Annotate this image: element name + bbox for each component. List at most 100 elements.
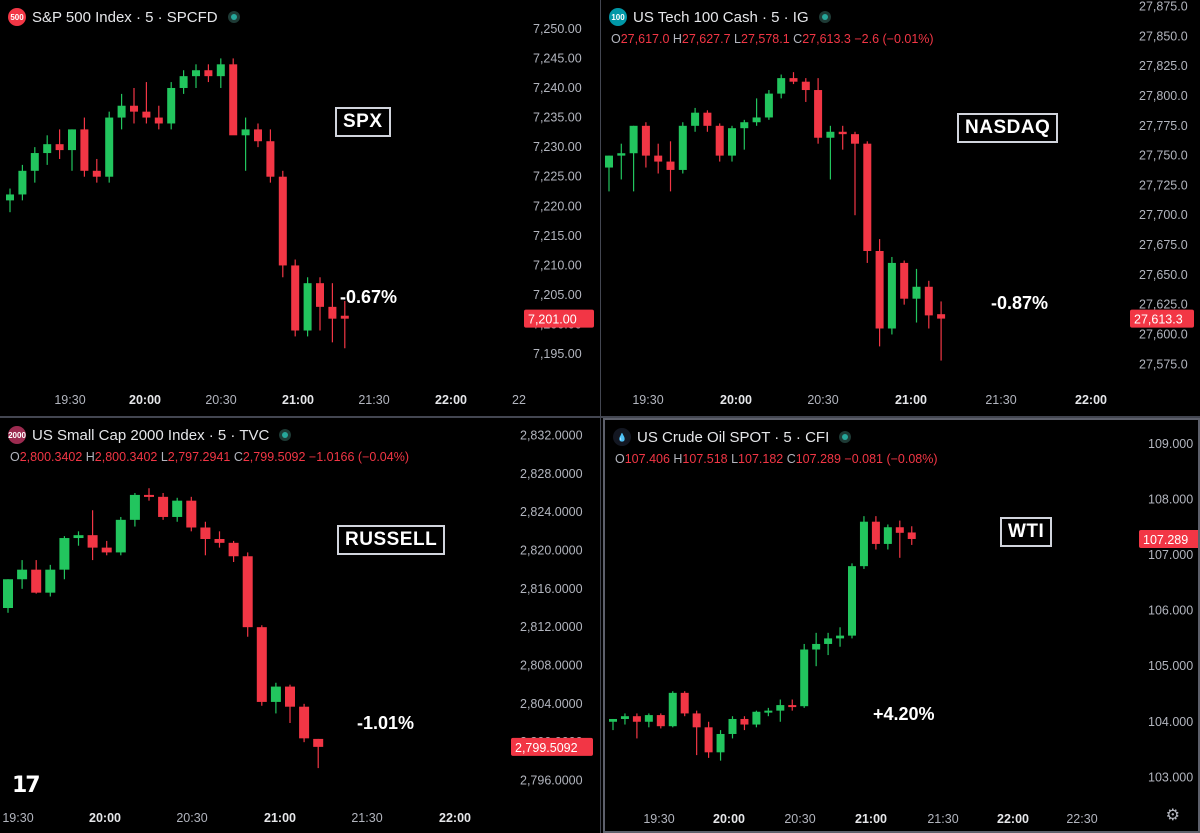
high-value: 27,627.7	[681, 32, 731, 46]
y-tick-label: 2,832.0000	[520, 429, 583, 443]
candle-body	[728, 128, 736, 156]
candle-body	[851, 134, 859, 144]
candle-body	[73, 535, 84, 539]
y-tick-label: 2,828.0000	[520, 467, 583, 481]
candlestick-chart-nasdaq[interactable]: 27,875.0 27,850.0 27,825.0 27,800.0 27,775.0…	[601, 0, 1200, 416]
x-tick-label: 21:00	[282, 393, 314, 407]
x-tick-label: 19:30	[2, 811, 33, 825]
candle-body	[752, 117, 761, 123]
candle-body	[605, 155, 613, 168]
high-value: 2,800.3402	[94, 450, 158, 464]
candle-body	[912, 286, 921, 299]
candle-body	[728, 718, 737, 734]
y-tick-label: 7,215.00	[533, 229, 582, 243]
candle-body	[895, 527, 904, 533]
candle-body	[68, 129, 76, 151]
candle-body	[172, 500, 183, 517]
candle-body	[814, 90, 823, 138]
x-tick-label: 22:30	[1066, 812, 1097, 826]
candle-body	[328, 306, 337, 319]
candle-body	[6, 194, 14, 201]
candle-body	[692, 713, 701, 728]
x-tick-label: 19:30	[643, 812, 674, 826]
low-value: 27,578.1	[741, 32, 790, 46]
candle-body	[45, 569, 56, 593]
last-price-label: 27,613.3	[1134, 313, 1183, 327]
candle-body	[620, 716, 629, 719]
chart-title[interactable]: S&P 500 Index · 5 · SPCFD	[32, 8, 218, 26]
candle-body	[117, 105, 126, 118]
candle-body	[703, 112, 712, 126]
market-status-icon	[279, 429, 292, 441]
change-value: −0.081 (−0.08%)	[844, 452, 938, 466]
candle-body	[740, 718, 749, 725]
close-value: 107.289	[795, 452, 841, 466]
candle-body	[907, 532, 916, 539]
y-tick-label: 107.000	[1148, 548, 1193, 562]
last-price-label: 7,201.00	[528, 313, 577, 327]
close-value: 2,799.5092	[242, 450, 306, 464]
chart-title[interactable]: US Small Cap 2000 Index · 5 · TVC	[32, 426, 270, 444]
candle-body	[303, 283, 312, 331]
settings-gear-icon[interactable]: ⚙	[1165, 807, 1180, 824]
candle-body	[154, 117, 163, 124]
x-tick-label: 20:00	[720, 393, 752, 407]
candle-body	[101, 547, 112, 553]
y-tick-label: 27,875.0	[1139, 0, 1188, 14]
last-price-tag	[524, 309, 594, 328]
y-tick-label: 2,816.0000	[520, 582, 583, 596]
x-tick-label: 19:30	[632, 393, 663, 407]
candle-body	[55, 144, 64, 151]
market-status-icon	[227, 11, 240, 23]
chart-panel-russell[interactable]: 2,832.0000 2,828.0000 2,824.0000 2,820.0000…	[0, 418, 600, 833]
candle-body	[278, 176, 287, 266]
candle-body	[87, 535, 98, 548]
chart-panel-wti[interactable]: 109.000 108.000 107.000 106.000 105.000 104.0…	[603, 418, 1200, 833]
y-tick-label: 103.000	[1148, 770, 1193, 784]
candle-body	[740, 122, 749, 129]
candlestick-chart-russell[interactable]: 2,832.0000 2,828.0000 2,824.0000 2,820.0000…	[0, 418, 600, 833]
candle-body	[848, 566, 856, 636]
candlestick-chart-spx[interactable]: 7,250.00 7,245.00 7,240.00 7,235.00 7,230.00…	[0, 0, 600, 416]
chart-panel-nasdaq[interactable]: 27,875.0 27,850.0 27,825.0 27,800.0 27,775.0…	[601, 0, 1200, 416]
y-tick-label: 27,700.0	[1139, 208, 1188, 222]
candle-body	[186, 500, 197, 528]
last-price-label: 107.289	[1143, 533, 1188, 547]
candle-body	[812, 643, 821, 650]
x-tick-label: 22:00	[439, 811, 471, 825]
y-tick-label: 27,775.0	[1139, 119, 1188, 133]
index-label: SPX	[335, 107, 391, 137]
chart-title[interactable]: US Crude Oil SPOT · 5 · CFI	[637, 428, 830, 446]
candlestick-chart-wti[interactable]: 109.000 108.000 107.000 106.000 105.000 104.0…	[605, 420, 1198, 831]
candle-body	[764, 93, 773, 118]
x-tick-label: 19:30	[54, 393, 85, 407]
x-tick-label: 20:00	[89, 811, 121, 825]
y-tick-label: 27,825.0	[1139, 59, 1188, 73]
candle-body	[340, 315, 349, 319]
candle-body	[752, 711, 761, 725]
chart-title[interactable]: US Tech 100 Cash · 5 · IG	[633, 8, 809, 26]
last-price-tag	[1139, 529, 1198, 548]
candle-body	[158, 496, 169, 517]
y-tick-label: 27,725.0	[1139, 178, 1188, 192]
high-value: 107.518	[682, 452, 728, 466]
y-tick-label: 27,800.0	[1139, 89, 1188, 103]
candle-body	[609, 718, 617, 722]
symbol-badge: 2000	[8, 426, 26, 444]
candle-body	[241, 129, 250, 136]
x-tick-label: 22	[512, 393, 526, 407]
x-tick-label: 21:30	[358, 393, 389, 407]
y-tick-label: 105.000	[1148, 659, 1193, 673]
tradingview-logo-icon[interactable]: 17	[12, 773, 41, 798]
last-price-label: 2,799.5092	[515, 741, 578, 755]
symbol-badge: 100	[609, 8, 627, 26]
index-label: RUSSELL	[337, 525, 446, 555]
candle-body	[179, 76, 188, 88]
candle-body	[617, 153, 626, 156]
x-tick-label: 22:00	[1075, 393, 1107, 407]
y-tick-label: 7,240.00	[533, 81, 582, 95]
candle-body	[668, 692, 677, 727]
y-tick-label: 108.000	[1148, 492, 1193, 506]
candle-body	[105, 117, 114, 177]
chart-panel-spx[interactable]: 7,250.00 7,245.00 7,240.00 7,235.00 7,230.00…	[0, 0, 600, 416]
